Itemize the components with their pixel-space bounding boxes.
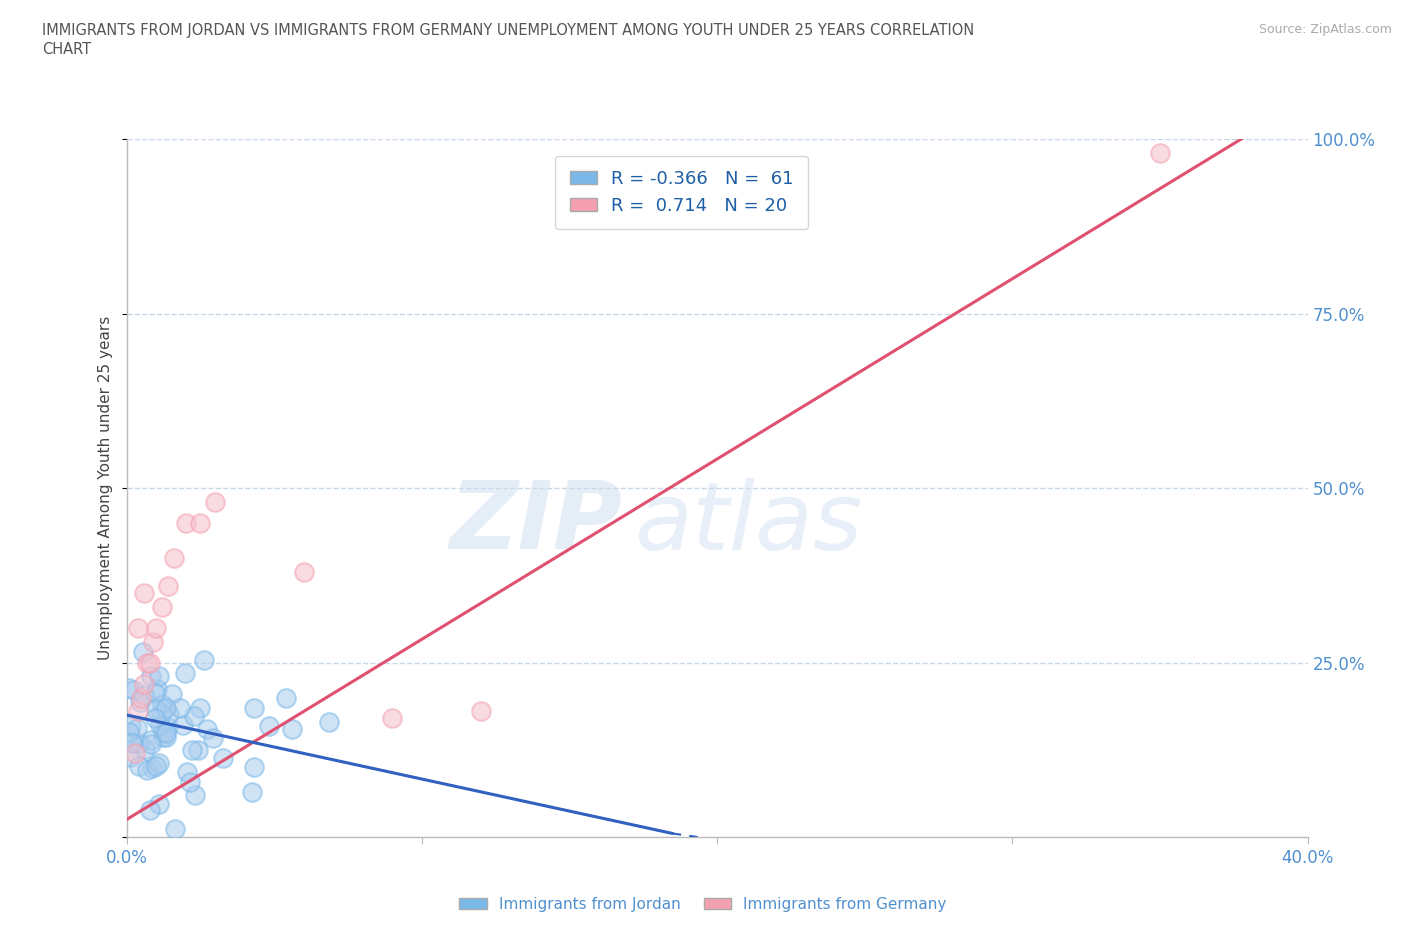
Point [152, 730, 174, 745]
Point [128, 758, 150, 773]
Legend: R = -0.366   N =  61, R =  0.714   N = 20: R = -0.366 N = 61, R = 0.714 N = 20 [555, 155, 808, 230]
Point [148, 669, 170, 684]
Point [134, 742, 156, 757]
Point [145, 702, 167, 717]
Point [243, 760, 266, 775]
Point [176, 764, 198, 779]
Point [156, 578, 179, 593]
Point [150, 706, 173, 721]
Point [135, 763, 157, 777]
Point [142, 634, 165, 649]
Point [160, 686, 183, 701]
Point [120, 719, 142, 734]
Point [134, 586, 156, 601]
Point [128, 736, 150, 751]
Point [212, 751, 235, 765]
Point [124, 746, 146, 761]
Point [152, 724, 174, 739]
Text: ZIP: ZIP [450, 477, 623, 569]
Point [381, 711, 404, 725]
Point [183, 709, 205, 724]
Text: Source: ZipAtlas.com: Source: ZipAtlas.com [1258, 23, 1392, 36]
Point [204, 495, 226, 510]
Point [149, 718, 172, 733]
Point [174, 515, 197, 530]
Point [150, 600, 173, 615]
Point [156, 720, 179, 735]
Point [143, 685, 166, 700]
Point [141, 732, 163, 747]
Point [139, 656, 162, 671]
Point [318, 714, 340, 729]
Point [155, 700, 177, 715]
Point [181, 743, 204, 758]
Point [138, 803, 160, 817]
Point [188, 515, 211, 530]
Y-axis label: Unemployment Among Youth under 25 years: Unemployment Among Youth under 25 years [98, 316, 114, 660]
Point [120, 735, 142, 750]
Point [146, 682, 169, 697]
Point [132, 644, 155, 659]
Point [242, 785, 264, 800]
Point [148, 755, 170, 770]
Point [118, 681, 141, 696]
Point [172, 718, 194, 733]
Point [132, 687, 155, 702]
Point [134, 676, 156, 691]
Point [257, 718, 280, 733]
Point [155, 729, 177, 744]
Point [292, 565, 315, 579]
Point [127, 721, 149, 736]
Point [122, 683, 145, 698]
Legend: Immigrants from Jordan, Immigrants from Germany: Immigrants from Jordan, Immigrants from … [453, 891, 953, 918]
Point [127, 704, 149, 719]
Point [152, 697, 174, 711]
Point [193, 653, 215, 668]
Point [470, 704, 492, 719]
Point [139, 668, 162, 683]
Point [129, 690, 153, 705]
Point [165, 821, 187, 836]
Point [129, 695, 152, 710]
Text: atlas: atlas [634, 478, 863, 568]
Point [145, 759, 167, 774]
Point [120, 750, 142, 764]
Point [136, 656, 159, 671]
Point [141, 761, 163, 776]
Point [155, 725, 177, 740]
Point [1149, 146, 1171, 161]
Text: CHART: CHART [42, 42, 91, 57]
Point [148, 796, 170, 811]
Point [118, 724, 141, 739]
Point [195, 722, 218, 737]
Point [157, 706, 180, 721]
Point [188, 700, 211, 715]
Point [163, 551, 186, 565]
Point [281, 722, 304, 737]
Point [202, 730, 225, 745]
Point [139, 737, 162, 751]
Point [169, 700, 191, 715]
Point [184, 788, 207, 803]
Point [243, 700, 266, 715]
Point [145, 620, 167, 635]
Point [143, 711, 166, 725]
Text: IMMIGRANTS FROM JORDAN VS IMMIGRANTS FROM GERMANY UNEMPLOYMENT AMONG YOUTH UNDER: IMMIGRANTS FROM JORDAN VS IMMIGRANTS FRO… [42, 23, 974, 38]
Point [274, 690, 297, 705]
Point [174, 666, 197, 681]
Point [179, 775, 201, 790]
Point [121, 736, 143, 751]
Point [187, 742, 209, 757]
Point [127, 620, 149, 635]
